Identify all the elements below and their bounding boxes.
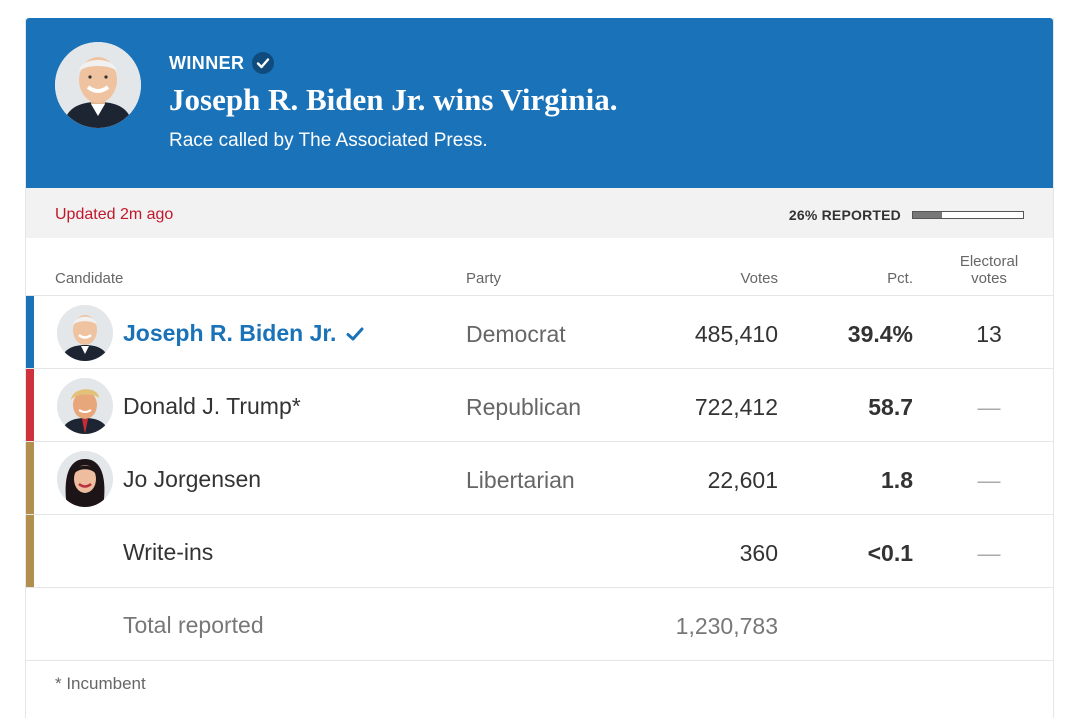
- candidate-party: Libertarian: [466, 467, 575, 493]
- biden-portrait: [57, 305, 113, 361]
- party-color-bar: [26, 369, 34, 441]
- reporting-progress-fill: [913, 212, 942, 218]
- candidate-party: Republican: [466, 394, 582, 420]
- check-icon: [252, 52, 275, 74]
- table-row: Write-ins 360 <0.1 —: [26, 515, 1053, 588]
- jorgensen-portrait: [57, 451, 113, 507]
- winner-banner: WINNER Joseph R. Biden Jr. wins Virginia…: [26, 18, 1053, 188]
- candidate-pct: 58.7: [868, 394, 913, 420]
- candidate-electoral-votes: —: [977, 394, 1001, 420]
- candidate-votes: 722,412: [694, 394, 778, 420]
- trump-portrait: [57, 378, 113, 434]
- winner-label-row: WINNER: [169, 51, 275, 75]
- candidate-name: Write-ins: [123, 539, 214, 565]
- reported-label: 26% REPORTED: [788, 207, 901, 223]
- party-color-bar: [26, 296, 34, 368]
- header-pct: Pct.: [887, 270, 913, 287]
- candidate-electoral-votes: —: [977, 540, 1001, 566]
- table-row: Joseph R. Biden Jr. Democrat 485,410 39.…: [26, 296, 1053, 369]
- table-row: Jo Jorgensen Libertarian 22,601 1.8 —: [26, 442, 1053, 515]
- header-electoral-votes: Electoral votes: [954, 253, 1024, 287]
- candidate-pct: 39.4%: [847, 321, 913, 347]
- candidate-votes: 360: [739, 540, 778, 566]
- header-candidate: Candidate: [55, 270, 124, 287]
- candidate-votes: 485,410: [694, 321, 778, 347]
- candidate-electoral-votes: 13: [976, 321, 1002, 347]
- party-color-bar: [26, 515, 34, 587]
- candidate-pct: <0.1: [867, 540, 913, 566]
- check-icon: [346, 327, 364, 340]
- candidate-party: Democrat: [466, 321, 566, 347]
- total-votes: 1,230,783: [675, 613, 778, 639]
- winner-photo: [55, 42, 141, 128]
- updated-timestamp: Updated 2m ago: [55, 206, 174, 223]
- results-table-header: Candidate Party Votes Pct. Electoral vote…: [26, 238, 1053, 296]
- candidate-name-text: Joseph R. Biden Jr.: [123, 320, 337, 346]
- party-color-bar: [26, 442, 34, 514]
- header-electoral-line1: Electoral: [959, 253, 1019, 270]
- candidate-electoral-votes: —: [977, 467, 1001, 493]
- total-row: Total reported 1,230,783: [26, 588, 1053, 661]
- results-card: WINNER Joseph R. Biden Jr. wins Virginia…: [25, 18, 1054, 718]
- candidate-name: Joseph R. Biden Jr.: [123, 320, 364, 347]
- candidate-pct: 1.8: [881, 467, 913, 493]
- candidate-name: Jo Jorgensen: [123, 466, 262, 492]
- header-electoral-line2: votes: [971, 270, 1007, 287]
- race-called-note: Race called by The Associated Press.: [169, 130, 488, 151]
- reporting-progress-bar: [912, 211, 1024, 219]
- winner-headline: Joseph R. Biden Jr. wins Virginia.: [169, 82, 618, 117]
- incumbent-footnote: * Incumbent: [55, 674, 146, 693]
- status-bar: Updated 2m ago 26% REPORTED: [26, 188, 1053, 238]
- total-label: Total reported: [123, 612, 264, 638]
- candidate-votes: 22,601: [707, 467, 778, 493]
- header-party: Party: [466, 270, 502, 287]
- header-votes: Votes: [740, 270, 778, 287]
- candidate-name: Donald J. Trump*: [123, 393, 301, 419]
- table-row: Donald J. Trump* Republican 722,412 58.7…: [26, 369, 1053, 442]
- winner-label: WINNER: [169, 52, 245, 73]
